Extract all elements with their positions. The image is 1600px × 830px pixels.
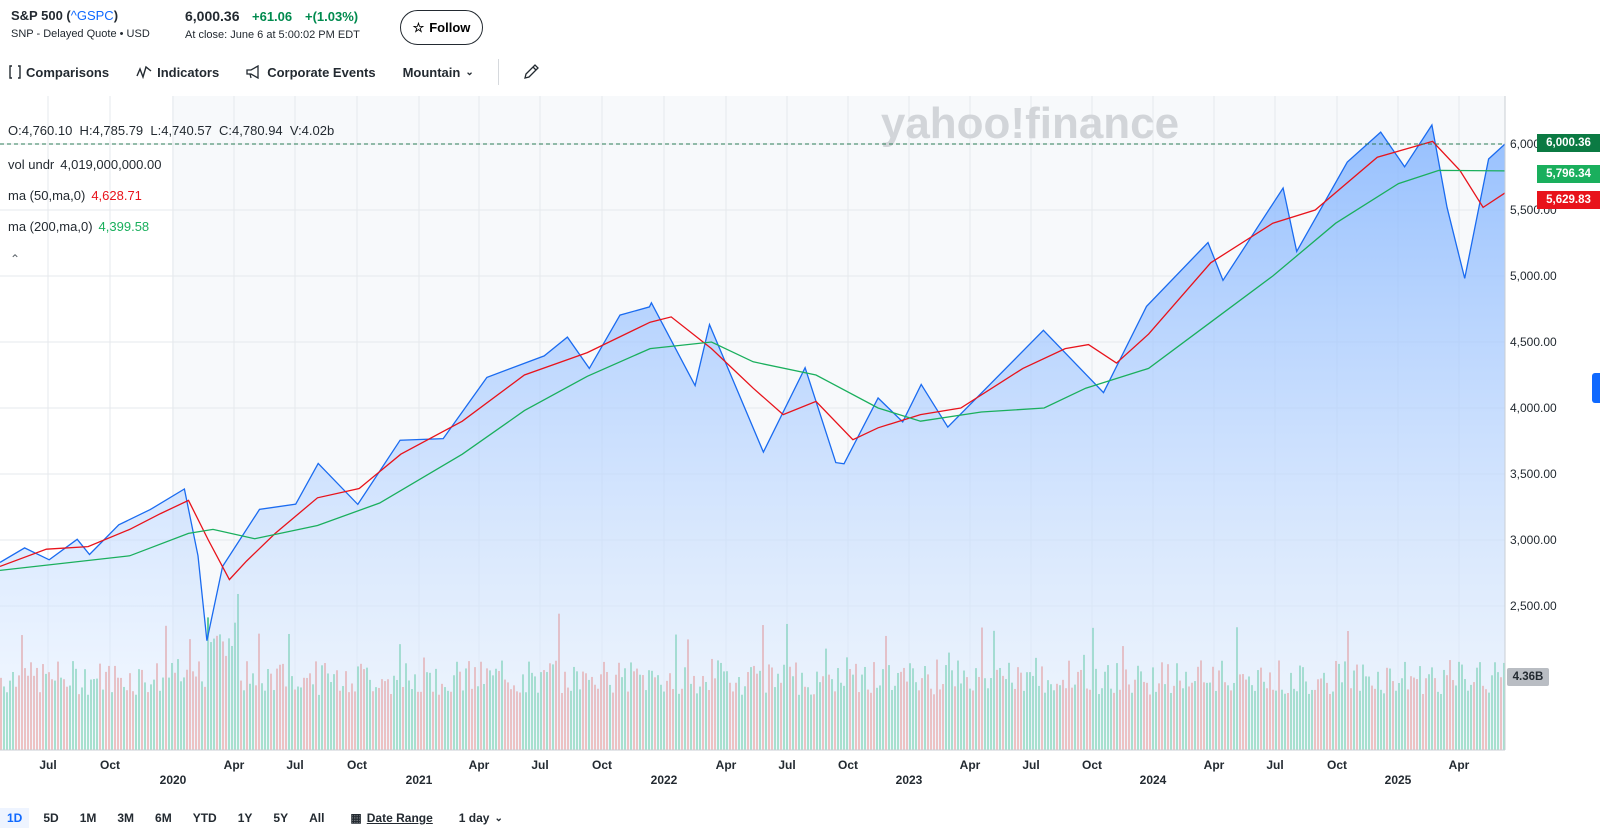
y-tick-label: 3,500.00 [1510, 467, 1557, 481]
range-button-6m[interactable]: 6M [155, 811, 172, 825]
chevron-down-icon: ⌄ [494, 812, 503, 824]
y-tick-label: 4,500.00 [1510, 335, 1557, 349]
toolbar-divider [497, 59, 499, 85]
chart-type-dropdown[interactable]: Mountain ⌄ [403, 65, 474, 80]
quote-subtitle: SNP - Delayed Quote • USD [11, 28, 150, 40]
last-price: 6,000.36 [185, 8, 240, 24]
close-time: At close: June 6 at 5:00:02 PM EDT [185, 29, 360, 41]
x-tick-label: Jul [39, 758, 56, 772]
x-tick-label: 2023 [896, 773, 923, 787]
y-tick-label: 2,500.00 [1510, 599, 1557, 613]
price-change: +61.06 [252, 9, 293, 24]
volume-price-tag: 4.36B [1507, 668, 1549, 686]
ma200-label: ma (200,ma,0) [8, 219, 93, 234]
x-tick-label: Oct [347, 758, 367, 772]
x-tick-label: Apr [1449, 758, 1470, 772]
range-button-3m[interactable]: 3M [117, 811, 135, 825]
indicators-label: Indicators [157, 64, 220, 80]
calendar-icon: ▦ [350, 811, 362, 825]
chart-canvas[interactable]: yahoo!finance 6,000.005,500.005,000.004,… [0, 96, 1600, 796]
watermark-logo: yahoo!finance [881, 99, 1179, 148]
y-tick-label: 3,000.00 [1510, 533, 1557, 547]
x-tick-label: Apr [716, 758, 737, 772]
ma200-price-tag: 5,796.34 [1537, 165, 1600, 183]
range-button-1m[interactable]: 1M [79, 811, 97, 825]
ma50-value: 4,628.71 [91, 188, 142, 203]
ma50-label: ma (50,ma,0) [8, 188, 86, 203]
x-tick-label: Oct [592, 758, 612, 772]
price-line [0, 123, 1506, 641]
price-change-percent: +(1.03%) [305, 9, 359, 24]
ma50-legend[interactable]: ma (50,ma,0) 4,628.71 [8, 188, 142, 203]
chart-toolbar: Comparisons Indicators Corporate Events … [0, 56, 558, 88]
follow-label: Follow [429, 20, 471, 35]
x-tick-label: 2025 [1385, 773, 1412, 787]
axis-drag-handle[interactable] [1592, 373, 1600, 403]
x-tick-label: Apr [1204, 758, 1225, 772]
interval-label: 1 day [458, 811, 490, 825]
y-tick-label: 5,000.00 [1510, 269, 1557, 283]
x-tick-label: Oct [100, 758, 120, 772]
x-tick-label: Oct [1082, 758, 1102, 772]
title-suffix: ) [113, 8, 119, 23]
corporate-events-label: Corporate Events [267, 64, 376, 80]
interval-dropdown[interactable]: 1 day ⌄ [459, 811, 503, 825]
ma50-price-tag: 5,629.83 [1537, 191, 1600, 209]
date-range-button[interactable]: ▦ Date Range [350, 811, 432, 825]
x-tick-label: Oct [1327, 758, 1347, 772]
price-chart[interactable]: yahoo!finance 6,000.00 5,500.00 5,000.00 4,… [0, 96, 1600, 796]
chevron-down-icon: ⌄ [465, 66, 474, 78]
comparisons-label: Comparisons [26, 64, 110, 80]
x-tick-label: Jul [1266, 758, 1283, 772]
volume-label: vol undr [8, 157, 55, 172]
ma200-legend[interactable]: ma (200,ma,0) 4,399.58 [8, 219, 149, 234]
follow-button[interactable]: ☆ Follow [400, 10, 483, 45]
price-area-fill [0, 125, 1505, 750]
last-price-tag: 6,000.36 [1537, 134, 1600, 152]
title-prefix: S&P 500 ( [11, 8, 71, 23]
x-tick-label: 2021 [406, 773, 433, 787]
x-tick-label: Jul [531, 758, 548, 772]
chart-type-label: Mountain [402, 64, 461, 80]
indicators-button[interactable]: Indicators [136, 65, 219, 80]
corporate-events-button[interactable]: Corporate Events [246, 64, 376, 80]
x-tick-label: Apr [469, 758, 490, 772]
x-tick-label: Oct [838, 758, 858, 772]
x-tick-label: Apr [960, 758, 981, 772]
range-button-all[interactable]: All [309, 811, 325, 825]
ohlc-readout: O:4,760.10 H:4,785.79 L:4,740.57 C:4,780… [8, 123, 335, 138]
collapse-legend-icon[interactable]: ⌃ [10, 252, 21, 266]
range-button-1y[interactable]: 1Y [237, 811, 253, 825]
range-selector: 1D 5D 1M 3M 6M YTD 1Y 5Y All ▦ Date Range 1 day ⌄ [0, 806, 517, 830]
x-tick-label: Jul [778, 758, 795, 772]
ma200-value: 4,399.58 [98, 219, 150, 234]
x-tick-label: Jul [286, 758, 303, 772]
pencil-icon [523, 64, 539, 79]
comparisons-icon [9, 65, 21, 79]
indicators-icon [136, 65, 152, 79]
ma50-line [0, 140, 1506, 581]
comparisons-button[interactable]: Comparisons [9, 65, 109, 80]
date-range-label: Date Range [366, 811, 433, 825]
ma200-line [0, 169, 1506, 572]
star-icon: ☆ [412, 19, 425, 35]
quote-title: S&P 500 (^GSPC) [11, 8, 118, 23]
x-tick-label: 2024 [1140, 773, 1167, 787]
x-tick-label: Apr [224, 758, 245, 772]
volume-indicator-legend[interactable]: vol undr 4,019,000,000.00 [8, 157, 161, 172]
range-button-5y[interactable]: 5Y [273, 811, 289, 825]
y-tick-label: 4,000.00 [1510, 401, 1557, 415]
volume-value: 4,019,000,000.00 [60, 157, 162, 172]
range-button-1d[interactable]: 1D [0, 808, 30, 828]
megaphone-icon [246, 65, 259, 79]
x-tick-label: 2022 [651, 773, 678, 787]
symbol-link[interactable]: ^GSPC [70, 8, 114, 23]
x-tick-label: 2020 [160, 773, 187, 787]
draw-button[interactable] [522, 63, 540, 81]
range-button-5d[interactable]: 5D [43, 811, 59, 825]
x-tick-label: Jul [1022, 758, 1039, 772]
range-button-ytd[interactable]: YTD [192, 811, 217, 825]
